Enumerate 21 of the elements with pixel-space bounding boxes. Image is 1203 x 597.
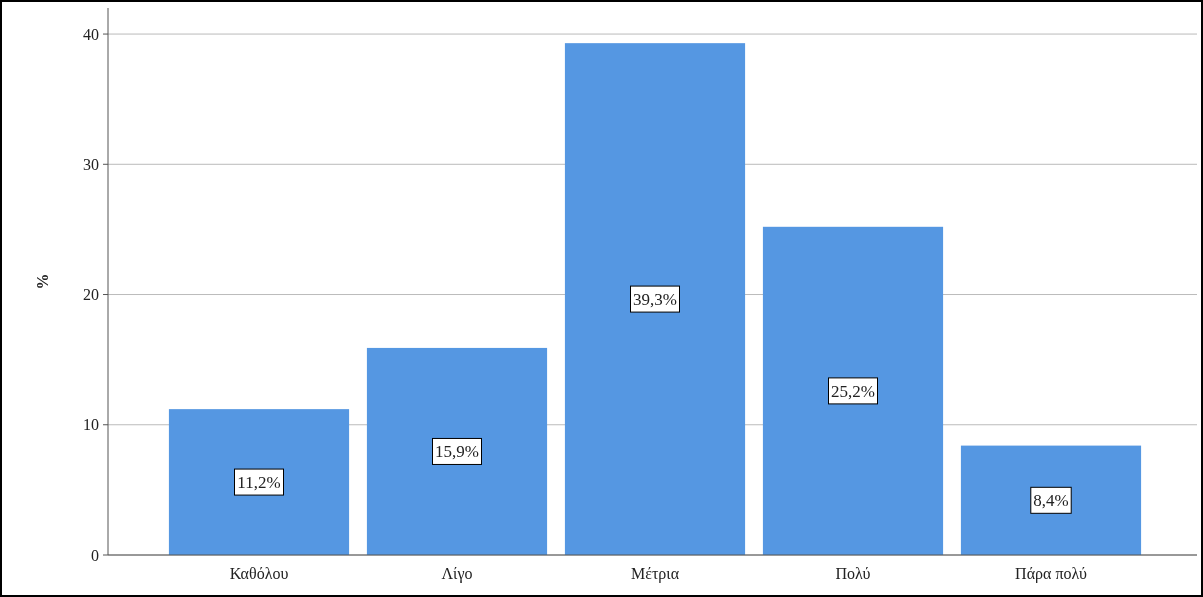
x-tick-label: Πολύ	[835, 565, 871, 582]
y-tick-label: 10	[83, 416, 99, 434]
bar	[564, 43, 746, 555]
bar	[366, 347, 548, 555]
x-tick-label: Λίγο	[441, 565, 473, 583]
y-tick-label: 0	[91, 546, 99, 564]
y-axis-title: %	[34, 273, 51, 290]
data-label: 25,2%	[831, 381, 875, 401]
bar	[762, 226, 944, 555]
y-tick-label: 30	[83, 155, 99, 173]
bar	[168, 409, 350, 555]
x-tick-label: Πάρα πολύ	[1015, 565, 1087, 583]
data-label: 39,3%	[633, 290, 677, 310]
data-label: 15,9%	[435, 442, 479, 462]
y-tick-label: 20	[83, 286, 99, 304]
data-label: 11,2%	[237, 473, 281, 493]
bar	[960, 445, 1142, 555]
x-tick-label: Καθόλου	[229, 565, 289, 582]
data-label: 8,4%	[1033, 491, 1069, 511]
y-tick-label: 40	[83, 25, 99, 43]
x-tick-label: Μέτρια	[630, 565, 680, 583]
